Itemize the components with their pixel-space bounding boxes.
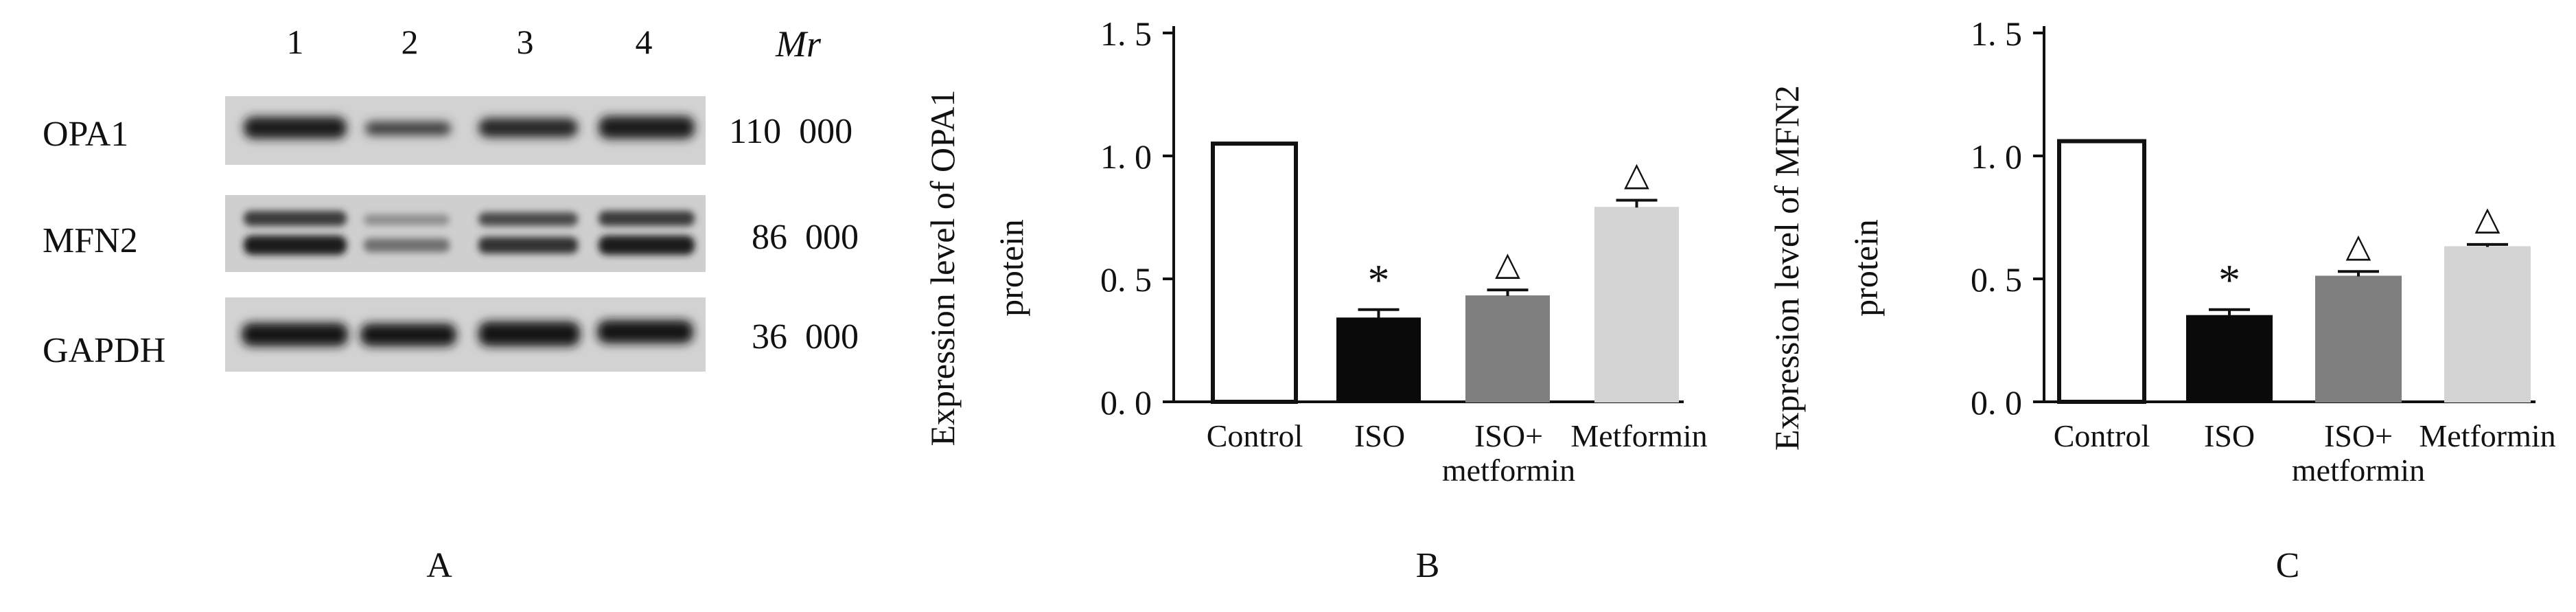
y-tick-label-b-1: 0. 5 [1100,260,1152,299]
x-tick-label-c-0: Control [2054,418,2150,453]
bar-b-2 [1465,295,1550,403]
bar-c-2 [2315,275,2402,403]
x-tick-label-b-2-line2: metformin [1442,453,1575,488]
y-tick-label-b-2: 1. 0 [1100,137,1152,176]
y-tick-label-b-3: 1. 5 [1100,14,1152,53]
mr-header: Mr [775,23,822,65]
y-axis-label-b: Expression level of OPA1 [923,90,962,446]
blot-strip-mfn2 [225,195,706,272]
bar-chart-mfn2: 0. 0 0. 5 1. 0 1. 5 Expression level of MFN2… [1767,14,2556,585]
bar-b-0 [1211,141,1298,404]
y-tick-label-c-1: 0. 5 [1971,260,2022,299]
blot-strip-opa1 [225,96,706,165]
x-tick-label-c-2: ISO+ [2324,418,2393,453]
y-tick-label-c-3: 1. 5 [1971,14,2022,53]
lane-number-2: 2 [402,23,419,61]
bar-c-3 [2444,246,2531,403]
x-tick-label-b-1: ISO [1354,418,1405,453]
panel-label-a: A [426,546,452,585]
bar-b-1 [1336,317,1421,403]
significance-mark-b-3: △ [1624,156,1649,192]
x-tick-label-b-3: Metformin [1570,418,1707,453]
significance-mark-b-1: * [1368,256,1390,304]
bar-chart-opa1: 0. 0 0. 5 1. 0 1. 5 Expression level of OPA1… [923,14,1708,585]
bar-c-1 [2186,315,2273,403]
bar-b-3 [1594,207,1679,403]
blot-label-gapdh: GAPDH [43,331,165,370]
panel-label-c: C [2276,546,2300,585]
mr-value-opa1: 110 000 [729,112,852,151]
significance-mark-b-2: △ [1495,246,1520,282]
x-tick-label-c-1: ISO [2204,418,2255,453]
blot-strip-gapdh [225,297,706,372]
x-tick-label-c-3: Metformin [2419,418,2555,453]
blot-label-opa1: OPA1 [43,115,128,154]
y-axis-label-line2-c: protein [1846,219,1885,317]
lane-number-4: 4 [636,23,653,61]
x-tick-label-b-2: ISO+ [1474,418,1543,453]
panel-label-b: B [1416,546,1440,585]
significance-mark-c-2: △ [2346,227,2371,264]
y-tick-label-c-0: 0. 0 [1971,383,2022,422]
x-tick-label-b-0: Control [1207,418,1303,453]
mr-value-mfn2: 86 000 [752,218,859,257]
y-axis-label-c: Expression level of MFN2 [1767,85,1806,451]
western-blot-panel: 1 2 3 4 Mr OPA1 110 000 MFN2 [43,23,859,585]
lane-number-1: 1 [287,23,304,61]
blot-label-mfn2: MFN2 [43,221,138,260]
y-tick-label-c-2: 1. 0 [1971,137,2022,176]
lane-number-3: 3 [517,23,534,61]
x-tick-label-c-2-line2: metformin [2292,453,2425,488]
mr-value-gapdh: 36 000 [752,317,859,356]
significance-mark-c-3: △ [2475,201,2500,237]
significance-mark-c-1: * [2218,256,2240,304]
y-tick-label-b-0: 0. 0 [1100,383,1152,422]
y-axis-label-line2-b: protein [992,219,1030,317]
bar-c-0 [2057,139,2146,405]
